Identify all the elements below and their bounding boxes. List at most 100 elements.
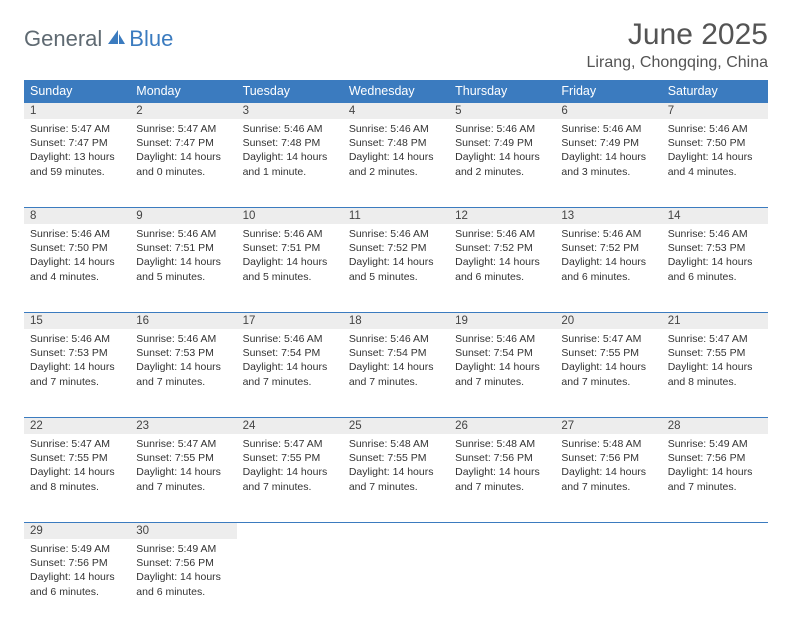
day-content-row: Sunrise: 5:47 AMSunset: 7:47 PMDaylight:… [24, 119, 768, 208]
day-content-row: Sunrise: 5:46 AMSunset: 7:50 PMDaylight:… [24, 224, 768, 313]
day-number-cell: 12 [449, 208, 555, 225]
day-number-cell: 9 [130, 208, 236, 225]
day-details: Sunrise: 5:49 AMSunset: 7:56 PMDaylight:… [24, 539, 130, 605]
day-content-cell: Sunrise: 5:47 AMSunset: 7:47 PMDaylight:… [130, 119, 236, 208]
day-number-cell: 16 [130, 313, 236, 330]
day-content-cell: Sunrise: 5:46 AMSunset: 7:52 PMDaylight:… [555, 224, 661, 313]
day-number-cell: 3 [237, 103, 343, 120]
day-content-cell [237, 539, 343, 627]
logo-text-blue: Blue [129, 26, 173, 52]
day-content-cell: Sunrise: 5:46 AMSunset: 7:50 PMDaylight:… [662, 119, 768, 208]
day-content-cell: Sunrise: 5:46 AMSunset: 7:54 PMDaylight:… [237, 329, 343, 418]
day-details: Sunrise: 5:47 AMSunset: 7:55 PMDaylight:… [237, 434, 343, 500]
day-number-cell: 17 [237, 313, 343, 330]
day-details: Sunrise: 5:49 AMSunset: 7:56 PMDaylight:… [130, 539, 236, 605]
day-details: Sunrise: 5:46 AMSunset: 7:50 PMDaylight:… [662, 119, 768, 185]
day-number-cell: 22 [24, 418, 130, 435]
weekday-header: Friday [555, 80, 661, 103]
location-text: Lirang, Chongqing, China [587, 54, 768, 72]
weekday-header: Thursday [449, 80, 555, 103]
month-title: June 2025 [587, 18, 768, 52]
day-details: Sunrise: 5:47 AMSunset: 7:47 PMDaylight:… [24, 119, 130, 185]
day-details: Sunrise: 5:46 AMSunset: 7:51 PMDaylight:… [237, 224, 343, 290]
day-content-cell: Sunrise: 5:46 AMSunset: 7:50 PMDaylight:… [24, 224, 130, 313]
day-details: Sunrise: 5:47 AMSunset: 7:55 PMDaylight:… [662, 329, 768, 395]
day-number-cell: 5 [449, 103, 555, 120]
day-number-cell: 1 [24, 103, 130, 120]
day-content-cell: Sunrise: 5:48 AMSunset: 7:56 PMDaylight:… [449, 434, 555, 523]
weekday-header: Tuesday [237, 80, 343, 103]
logo-sail-icon [106, 28, 126, 51]
day-number-cell: 29 [24, 523, 130, 540]
day-number-cell: 21 [662, 313, 768, 330]
day-content-cell: Sunrise: 5:46 AMSunset: 7:54 PMDaylight:… [343, 329, 449, 418]
day-number-cell: 2 [130, 103, 236, 120]
day-number-cell: 27 [555, 418, 661, 435]
day-content-row: Sunrise: 5:47 AMSunset: 7:55 PMDaylight:… [24, 434, 768, 523]
day-details: Sunrise: 5:46 AMSunset: 7:52 PMDaylight:… [555, 224, 661, 290]
day-number-cell: 26 [449, 418, 555, 435]
weekday-header: Monday [130, 80, 236, 103]
day-number-cell: 25 [343, 418, 449, 435]
day-details: Sunrise: 5:46 AMSunset: 7:50 PMDaylight:… [24, 224, 130, 290]
day-number-cell: 10 [237, 208, 343, 225]
weekday-header: Wednesday [343, 80, 449, 103]
day-content-cell [662, 539, 768, 627]
weekday-header: Sunday [24, 80, 130, 103]
day-number-row: 22232425262728 [24, 418, 768, 435]
day-details: Sunrise: 5:46 AMSunset: 7:49 PMDaylight:… [555, 119, 661, 185]
day-content-cell [555, 539, 661, 627]
day-content-cell: Sunrise: 5:46 AMSunset: 7:52 PMDaylight:… [449, 224, 555, 313]
day-content-cell: Sunrise: 5:47 AMSunset: 7:55 PMDaylight:… [130, 434, 236, 523]
day-details: Sunrise: 5:46 AMSunset: 7:52 PMDaylight:… [343, 224, 449, 290]
day-content-cell: Sunrise: 5:47 AMSunset: 7:55 PMDaylight:… [24, 434, 130, 523]
day-number-cell: 28 [662, 418, 768, 435]
day-number-cell: 11 [343, 208, 449, 225]
day-number-cell: 30 [130, 523, 236, 540]
day-details: Sunrise: 5:46 AMSunset: 7:53 PMDaylight:… [24, 329, 130, 395]
day-content-row: Sunrise: 5:46 AMSunset: 7:53 PMDaylight:… [24, 329, 768, 418]
day-content-cell: Sunrise: 5:46 AMSunset: 7:52 PMDaylight:… [343, 224, 449, 313]
day-number-row: 15161718192021 [24, 313, 768, 330]
day-content-row: Sunrise: 5:49 AMSunset: 7:56 PMDaylight:… [24, 539, 768, 627]
title-block: June 2025 Lirang, Chongqing, China [587, 18, 768, 72]
header: General Blue June 2025 Lirang, Chongqing… [24, 18, 768, 72]
day-content-cell: Sunrise: 5:47 AMSunset: 7:55 PMDaylight:… [237, 434, 343, 523]
day-number-cell: 23 [130, 418, 236, 435]
day-details: Sunrise: 5:46 AMSunset: 7:48 PMDaylight:… [237, 119, 343, 185]
day-content-cell: Sunrise: 5:47 AMSunset: 7:55 PMDaylight:… [662, 329, 768, 418]
day-details: Sunrise: 5:47 AMSunset: 7:55 PMDaylight:… [24, 434, 130, 500]
day-number-cell: 20 [555, 313, 661, 330]
day-content-cell: Sunrise: 5:46 AMSunset: 7:49 PMDaylight:… [555, 119, 661, 208]
day-number-cell: 8 [24, 208, 130, 225]
day-details: Sunrise: 5:46 AMSunset: 7:54 PMDaylight:… [343, 329, 449, 395]
day-number-cell: 4 [343, 103, 449, 120]
day-details: Sunrise: 5:46 AMSunset: 7:53 PMDaylight:… [130, 329, 236, 395]
day-details: Sunrise: 5:46 AMSunset: 7:48 PMDaylight:… [343, 119, 449, 185]
day-content-cell: Sunrise: 5:46 AMSunset: 7:54 PMDaylight:… [449, 329, 555, 418]
day-content-cell: Sunrise: 5:46 AMSunset: 7:49 PMDaylight:… [449, 119, 555, 208]
day-details: Sunrise: 5:46 AMSunset: 7:54 PMDaylight:… [449, 329, 555, 395]
day-content-cell: Sunrise: 5:48 AMSunset: 7:56 PMDaylight:… [555, 434, 661, 523]
weekday-header-row: SundayMondayTuesdayWednesdayThursdayFrid… [24, 80, 768, 103]
day-number-cell: 7 [662, 103, 768, 120]
day-details: Sunrise: 5:46 AMSunset: 7:53 PMDaylight:… [662, 224, 768, 290]
day-content-cell: Sunrise: 5:46 AMSunset: 7:53 PMDaylight:… [130, 329, 236, 418]
day-number-cell [449, 523, 555, 540]
day-details: Sunrise: 5:48 AMSunset: 7:55 PMDaylight:… [343, 434, 449, 500]
day-number-cell [662, 523, 768, 540]
day-number-cell: 15 [24, 313, 130, 330]
calendar-table: SundayMondayTuesdayWednesdayThursdayFrid… [24, 80, 768, 627]
day-number-cell: 6 [555, 103, 661, 120]
day-content-cell: Sunrise: 5:46 AMSunset: 7:48 PMDaylight:… [343, 119, 449, 208]
day-details: Sunrise: 5:46 AMSunset: 7:51 PMDaylight:… [130, 224, 236, 290]
day-content-cell: Sunrise: 5:46 AMSunset: 7:53 PMDaylight:… [24, 329, 130, 418]
day-details: Sunrise: 5:49 AMSunset: 7:56 PMDaylight:… [662, 434, 768, 500]
day-content-cell: Sunrise: 5:47 AMSunset: 7:55 PMDaylight:… [555, 329, 661, 418]
day-number-cell: 14 [662, 208, 768, 225]
day-number-cell: 13 [555, 208, 661, 225]
day-details: Sunrise: 5:46 AMSunset: 7:52 PMDaylight:… [449, 224, 555, 290]
day-details: Sunrise: 5:48 AMSunset: 7:56 PMDaylight:… [449, 434, 555, 500]
day-content-cell [449, 539, 555, 627]
day-number-cell [343, 523, 449, 540]
